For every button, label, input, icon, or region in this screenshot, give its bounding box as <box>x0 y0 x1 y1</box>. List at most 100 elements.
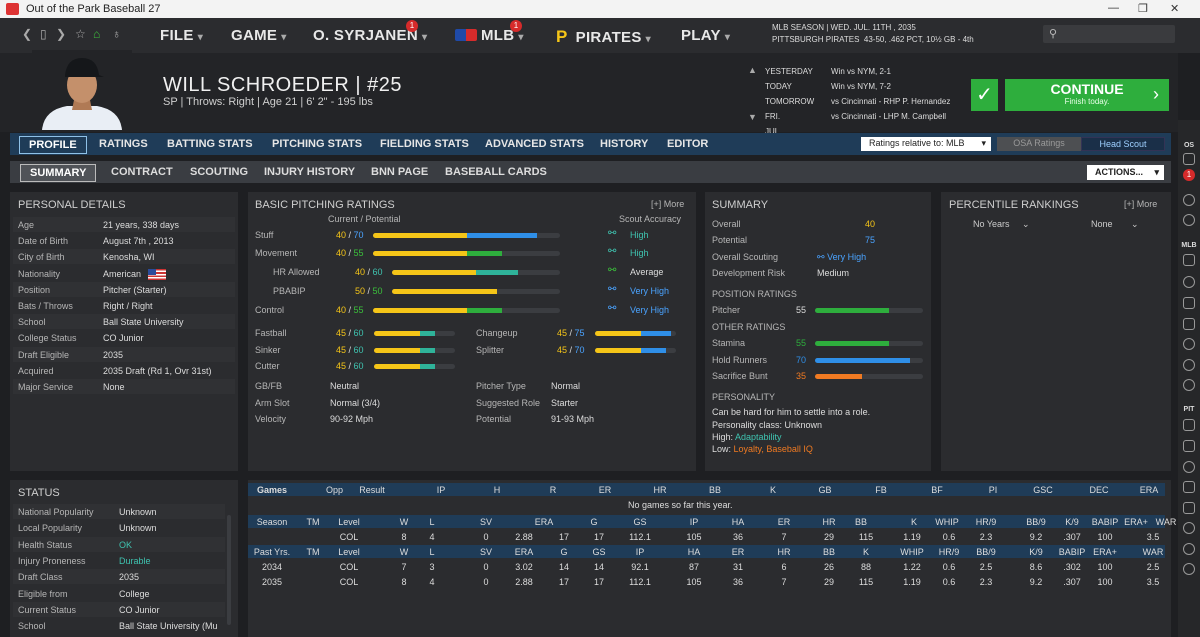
nav-user[interactable]: O. SYRJANEN ▾ <box>313 27 428 44</box>
season-column-header[interactable]: ERA <box>534 517 554 527</box>
games-column-header[interactable]: FB <box>875 485 887 495</box>
past-column-header[interactable]: WAR <box>1142 547 1164 557</box>
season-column-header[interactable]: HA <box>731 517 745 527</box>
lightbulb-icon[interactable]: ♁ <box>112 27 121 41</box>
season-column-header[interactable]: GS <box>633 517 647 527</box>
continue-button[interactable]: CONTINUE Finish today. › <box>1005 79 1169 111</box>
season-column-header[interactable]: BB/9 <box>1026 517 1046 527</box>
games-column-header[interactable]: ERA <box>1139 485 1159 495</box>
nav-team[interactable]: P PIRATES ▾ <box>556 27 651 46</box>
sidebar-diamond-icon[interactable] <box>1183 461 1195 473</box>
past-column-header[interactable]: ERA <box>514 547 534 557</box>
sidebar-home-icon[interactable] <box>1183 254 1195 266</box>
past-column-header[interactable]: SV <box>479 547 493 557</box>
games-column-header[interactable]: K <box>769 485 777 495</box>
sidebar-trade-icon[interactable] <box>1183 359 1195 371</box>
tab-contract[interactable]: CONTRACT <box>111 166 173 178</box>
search-input[interactable]: ⚲ <box>1043 25 1175 43</box>
games-column-header[interactable]: BB <box>708 485 722 495</box>
sidebar-gear-icon[interactable] <box>1183 563 1195 575</box>
season-column-header[interactable]: ERA+ <box>1124 517 1148 527</box>
season-column-header[interactable]: W <box>399 517 409 527</box>
games-column-header[interactable]: IP <box>436 485 446 495</box>
games-column-header[interactable]: GB <box>818 485 832 495</box>
sidebar-search-icon[interactable] <box>1183 194 1195 206</box>
sidebar-home-icon[interactable] <box>1183 419 1195 431</box>
tab-scouting[interactable]: SCOUTING <box>190 166 249 178</box>
tab-ratings[interactable]: RATINGS <box>99 138 148 150</box>
sidebar-roster-icon[interactable] <box>1183 440 1195 452</box>
star-icon[interactable]: ☆ <box>75 27 86 41</box>
schedule-down-icon[interactable]: ▼ <box>748 112 757 122</box>
tab-bnn-page[interactable]: BNN PAGE <box>371 166 429 178</box>
past-column-header[interactable]: HR <box>777 547 791 557</box>
head-scout-button[interactable]: Head Scout <box>1081 137 1165 151</box>
close-icon[interactable]: ✕ <box>1170 3 1180 15</box>
past-column-header[interactable]: BABIP <box>1058 547 1086 557</box>
tab-profile[interactable]: PROFILE <box>19 136 87 154</box>
tab-baseball-cards[interactable]: BASEBALL CARDS <box>445 166 547 178</box>
filter-select[interactable]: None ⌄ <box>1091 219 1139 229</box>
past-column-header[interactable]: Past Yrs. <box>253 547 291 557</box>
season-column-header[interactable]: BB <box>854 517 868 527</box>
season-column-header[interactable]: L <box>429 517 435 527</box>
season-column-header[interactable]: ER <box>777 517 791 527</box>
games-column-header[interactable]: BF <box>931 485 943 495</box>
more-link[interactable]: [+] More <box>1124 199 1158 209</box>
season-column-header[interactable]: BABIP <box>1091 517 1119 527</box>
past-column-header[interactable]: TM <box>306 547 320 557</box>
games-column-header[interactable]: H <box>493 485 501 495</box>
years-select[interactable]: No Years ⌄ <box>973 219 1030 229</box>
osa-ratings-button[interactable]: OSA Ratings <box>997 137 1081 151</box>
nav-mlb[interactable]: MLB ▾ <box>455 27 524 44</box>
tab-editor[interactable]: EDITOR <box>667 138 709 150</box>
sidebar-card-icon[interactable] <box>1183 481 1195 493</box>
past-column-header[interactable]: L <box>429 547 435 557</box>
season-column-header[interactable]: WAR <box>1155 517 1177 527</box>
scrollbar[interactable] <box>227 515 231 625</box>
sidebar-trade-icon[interactable] <box>1183 543 1195 555</box>
past-column-header[interactable]: K/9 <box>1029 547 1043 557</box>
season-column-header[interactable]: Season <box>256 517 288 527</box>
nav-game[interactable]: GAME ▾ <box>231 27 287 44</box>
season-column-header[interactable]: WHIP <box>935 517 959 527</box>
sidebar-gear-icon[interactable] <box>1183 214 1195 226</box>
past-column-header[interactable]: Level <box>338 547 360 557</box>
games-column-header[interactable]: PI <box>988 485 998 495</box>
games-column-header[interactable]: R <box>549 485 557 495</box>
tab-summary[interactable]: SUMMARY <box>20 164 97 182</box>
games-column-header[interactable]: DEC <box>1089 485 1109 495</box>
sidebar-card-icon[interactable] <box>1183 297 1195 309</box>
games-column-header[interactable]: ER <box>598 485 612 495</box>
games-column-header[interactable]: HR <box>653 485 667 495</box>
sidebar-home-icon[interactable] <box>1183 153 1195 165</box>
past-column-header[interactable]: W <box>399 547 409 557</box>
minimize-icon[interactable]: — <box>1108 2 1119 14</box>
season-column-header[interactable]: HR/9 <box>975 517 997 527</box>
season-column-header[interactable]: IP <box>689 517 699 527</box>
past-column-header[interactable]: HA <box>687 547 701 557</box>
season-column-header[interactable]: HR <box>822 517 836 527</box>
sidebar-gear-icon[interactable] <box>1183 379 1195 391</box>
games-column-header[interactable]: Result <box>359 485 385 495</box>
past-column-header[interactable]: IP <box>635 547 645 557</box>
tab-batting-stats[interactable]: BATTING STATS <box>167 138 253 150</box>
check-icon[interactable]: ✓ <box>971 79 998 111</box>
past-column-header[interactable]: ERA+ <box>1093 547 1117 557</box>
sidebar-chart-icon[interactable] <box>1183 502 1195 514</box>
nav-file[interactable]: FILE ▾ <box>160 27 204 44</box>
schedule-up-icon[interactable]: ▲ <box>748 65 757 75</box>
season-column-header[interactable]: Level <box>338 517 360 527</box>
past-column-header[interactable]: HR/9 <box>938 547 960 557</box>
tab-pitching-stats[interactable]: PITCHING STATS <box>272 138 363 150</box>
back-icon[interactable]: ❮ <box>22 27 33 41</box>
past-column-header[interactable]: G <box>560 547 568 557</box>
past-column-header[interactable]: BB <box>822 547 836 557</box>
season-column-header[interactable]: K <box>910 517 918 527</box>
maximize-icon[interactable]: ❐ <box>1138 3 1148 15</box>
sidebar-diamond-icon[interactable] <box>1183 276 1195 288</box>
ratings-relative-select[interactable]: Ratings relative to: MLB ▾ <box>861 137 991 151</box>
games-column-header[interactable]: Opp <box>326 485 344 495</box>
season-column-header[interactable]: TM <box>306 517 320 527</box>
season-column-header[interactable]: SV <box>479 517 493 527</box>
